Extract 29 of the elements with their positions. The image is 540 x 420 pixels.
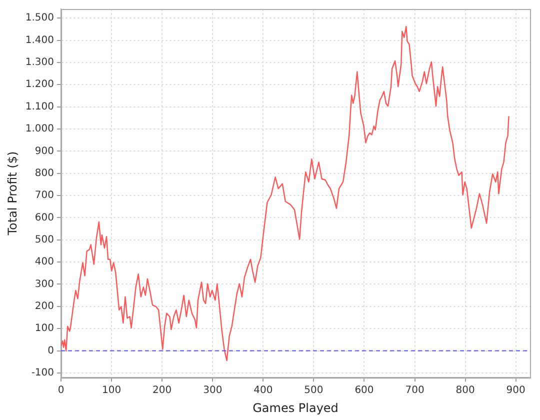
y-tick-label: 400 xyxy=(34,256,54,268)
y-tick-label: 800 xyxy=(34,168,54,179)
y-tick-label: 100 xyxy=(34,323,54,334)
y-tick-label: 1.500 xyxy=(25,12,54,24)
x-tick-label: 500 xyxy=(304,385,324,396)
x-tick-label: 300 xyxy=(203,385,222,396)
y-tick-label: 1.100 xyxy=(25,101,54,112)
y-tick-label: -100 xyxy=(31,368,54,379)
y-tick-label: 600 xyxy=(34,212,54,224)
y-tick-label: 300 xyxy=(34,278,54,290)
y-tick-label: 1.400 xyxy=(25,34,54,46)
x-tick-label: 900 xyxy=(506,385,526,396)
y-tick-label: 1.000 xyxy=(25,124,54,135)
x-tick-label: 0 xyxy=(58,385,64,396)
y-tick-label: 1.300 xyxy=(25,57,54,68)
y-axis-title: Total Profit ($) xyxy=(5,151,20,236)
y-tick-label: 500 xyxy=(34,234,54,246)
y-tick-label: 0 xyxy=(48,345,54,356)
x-tick-label: 400 xyxy=(254,385,273,396)
x-tick-label: 700 xyxy=(405,385,424,396)
x-tick-label: 200 xyxy=(152,385,172,396)
x-axis-title: Games Played xyxy=(252,400,338,415)
x-tick-label: 600 xyxy=(354,385,374,396)
y-tick-label: 200 xyxy=(34,301,54,312)
x-tick-label: 800 xyxy=(456,385,475,396)
y-tick-label: 1.200 xyxy=(25,79,54,90)
y-tick-label: 900 xyxy=(34,146,54,157)
y-tick-label: 700 xyxy=(34,190,54,202)
x-tick-label: 100 xyxy=(102,385,122,396)
